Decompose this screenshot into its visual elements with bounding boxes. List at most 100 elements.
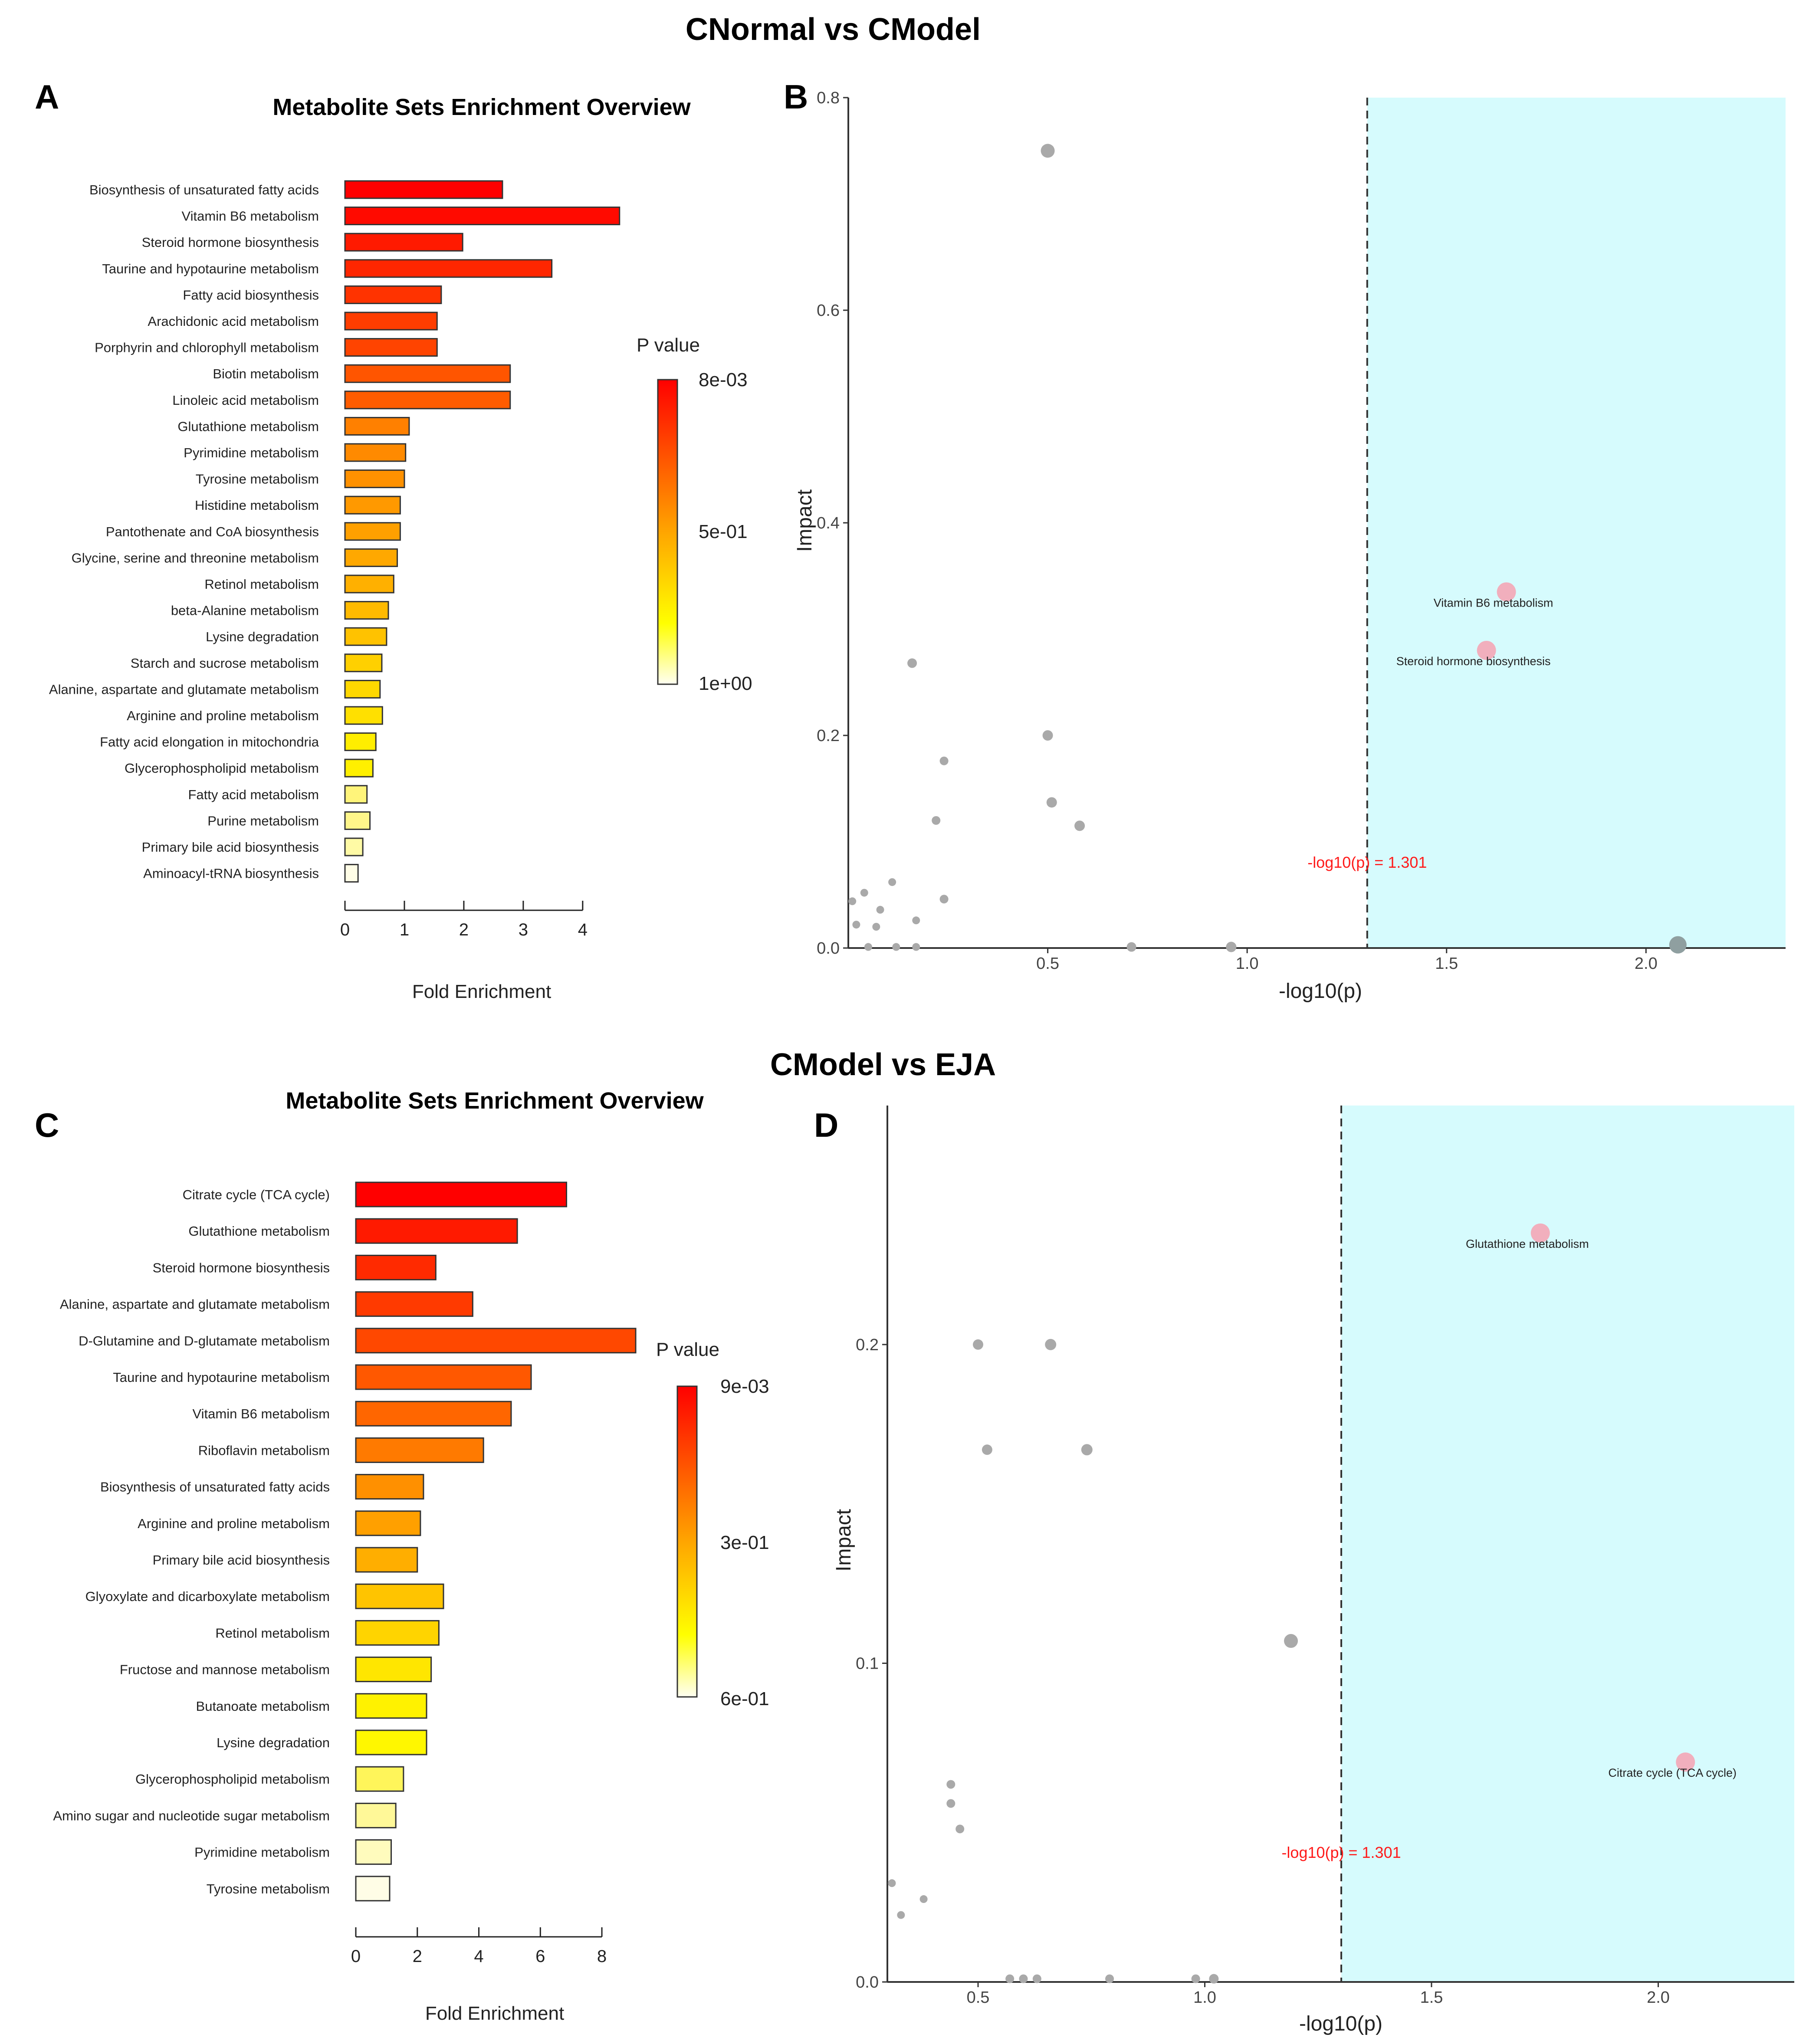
bar <box>344 233 463 252</box>
bar <box>344 522 401 541</box>
y-tick-label: 0.2 <box>856 1336 879 1354</box>
bar <box>344 706 383 725</box>
panel-letter-c: C <box>35 1106 59 1144</box>
bar-label: Histidine metabolism <box>195 498 319 513</box>
bar-label: Arginine and proline metabolism <box>138 1516 330 1531</box>
bar-label: Pantothenate and CoA biosynthesis <box>106 524 319 539</box>
legend-c: P value 9e-03 3e-01 6e-01 <box>656 1339 769 1709</box>
data-point <box>1045 1339 1057 1350</box>
x-tick-label: 4 <box>578 920 588 939</box>
y-tick-label: 0.6 <box>817 302 840 320</box>
axes-b: 0.5 1.0 1.5 2.0 0.0 0.2 0.4 0.6 0.8 <box>817 89 1786 973</box>
bar <box>344 285 442 304</box>
points-b: Vitamin B6 metabolism Steroid hormone bio… <box>848 144 1687 954</box>
bars-a: Biosynthesis of unsaturated fatty acids V… <box>49 180 621 883</box>
bar <box>344 811 371 830</box>
data-point <box>1046 797 1057 808</box>
bar-label: Steroid hormone biosynthesis <box>142 235 319 250</box>
y-tick-label: 0.0 <box>856 1973 879 1992</box>
bar <box>344 259 553 278</box>
y-tick-label: 0.0 <box>817 939 840 958</box>
bar <box>344 443 407 462</box>
bar <box>355 1620 440 1646</box>
bar-label: Arginine and proline metabolism <box>127 708 319 723</box>
bar-label: Tyrosine metabolism <box>196 472 319 487</box>
bar <box>344 495 401 515</box>
x-tick-label: 1.5 <box>1435 955 1458 973</box>
bar-label: Lysine degradation <box>217 1735 330 1750</box>
x-axis-label-a: Fold Enrichment <box>412 981 551 1002</box>
x-tick-label: 1.5 <box>1420 1988 1443 2007</box>
data-point <box>1284 1634 1298 1648</box>
data-point <box>888 878 896 886</box>
bar <box>355 1437 484 1463</box>
x-tick-label: 4 <box>474 1947 483 1966</box>
bar-label: Riboflavin metabolism <box>198 1443 330 1458</box>
section-title-top: CNormal vs CModel <box>686 12 981 47</box>
bar-chart-c: Metabolite Sets Enrichment Overview Citr… <box>53 1088 769 2024</box>
data-point <box>892 943 900 951</box>
bar-label: Pyrimidine metabolism <box>184 445 319 460</box>
data-point <box>860 889 868 897</box>
x-axis-label-b: -log10(p) <box>1279 980 1362 1003</box>
bar-label: Amino sugar and nucleotide sugar metabol… <box>53 1808 330 1823</box>
bar-label: Vitamin B6 metabolism <box>182 209 319 224</box>
data-point <box>872 923 880 931</box>
threshold-label-d: -log10(p) = 1.301 <box>1281 1844 1401 1861</box>
scatter-plot-d: 0.5 1.0 1.5 2.0 0.0 0.1 0.2 Glutathione metabo… <box>832 1106 1794 2035</box>
bar <box>344 837 364 856</box>
x-tick-label: 0.5 <box>967 1988 990 2007</box>
data-point <box>1019 1974 1028 1983</box>
x-tick-label: 8 <box>597 1947 607 1966</box>
highlighted-point <box>1497 582 1516 602</box>
points-d: Glutathione metabolism Citrate cycle (TCA… <box>888 1223 1737 1984</box>
x-tick-label: 1.0 <box>1193 1988 1216 2007</box>
section-title-bottom: CModel vs EJA <box>770 1047 996 1082</box>
bar-label: Primary bile acid biosynthesis <box>142 840 319 855</box>
significance-region-d <box>1341 1106 1794 1982</box>
x-tick-label: 0 <box>351 1947 361 1966</box>
x-axis-c: 0 2 4 6 8 <box>351 1927 607 1966</box>
bar <box>344 180 503 199</box>
point-label: Glutathione metabolism <box>1466 1237 1589 1250</box>
bar <box>344 732 377 751</box>
data-point <box>1005 1974 1015 1983</box>
bar-label: Linoleic acid metabolism <box>172 393 319 408</box>
data-point <box>955 1824 965 1834</box>
bar <box>344 653 383 673</box>
panel-letter-b: B <box>784 78 808 116</box>
bar-label: Fatty acid biosynthesis <box>183 287 319 302</box>
highlighted-point <box>1477 641 1496 660</box>
colorbar-c <box>676 1385 698 1698</box>
bar <box>355 1876 391 1902</box>
x-tick-label: 1 <box>400 920 409 939</box>
data-point <box>919 1895 928 1903</box>
x-tick-label: 6 <box>535 1947 545 1966</box>
data-point <box>1081 1444 1093 1456</box>
bar-label: Glyoxylate and dicarboxylate metabolism <box>85 1589 330 1604</box>
bar-label: Glutathione metabolism <box>177 419 319 434</box>
legend-tick-c-0: 9e-03 <box>720 1376 769 1397</box>
bar-label: Fructose and mannose metabolism <box>120 1662 330 1677</box>
bar-label: Biosynthesis of unsaturated fatty acids <box>100 1480 330 1495</box>
bar-label: Glycerophospholipid metabolism <box>135 1772 330 1787</box>
bar <box>355 1364 532 1390</box>
bar <box>344 417 410 436</box>
bar <box>344 758 374 778</box>
data-point <box>1042 730 1053 741</box>
data-point <box>973 1339 983 1350</box>
bar-label: Butanoate metabolism <box>196 1699 330 1714</box>
bar <box>355 1510 421 1536</box>
bar-label: Starch and sucrose metabolism <box>131 656 319 671</box>
data-point <box>1191 1974 1200 1983</box>
scatter-plot-b: 0.5 1.0 1.5 2.0 0.0 0.2 0.4 0.6 0.8 Vitamin B6 m… <box>793 89 1786 1003</box>
bar <box>344 864 359 883</box>
bar-label: Tyrosine metabolism <box>207 1881 330 1896</box>
y-tick-label: 0.1 <box>856 1654 879 1673</box>
x-tick-label: 2 <box>459 920 469 939</box>
bars-c: Citrate cycle (TCA cycle) Glutathione met… <box>53 1181 637 1902</box>
data-point <box>876 906 884 914</box>
legend-title-a: P value <box>637 335 700 356</box>
y-tick-label: 0.8 <box>817 89 840 107</box>
